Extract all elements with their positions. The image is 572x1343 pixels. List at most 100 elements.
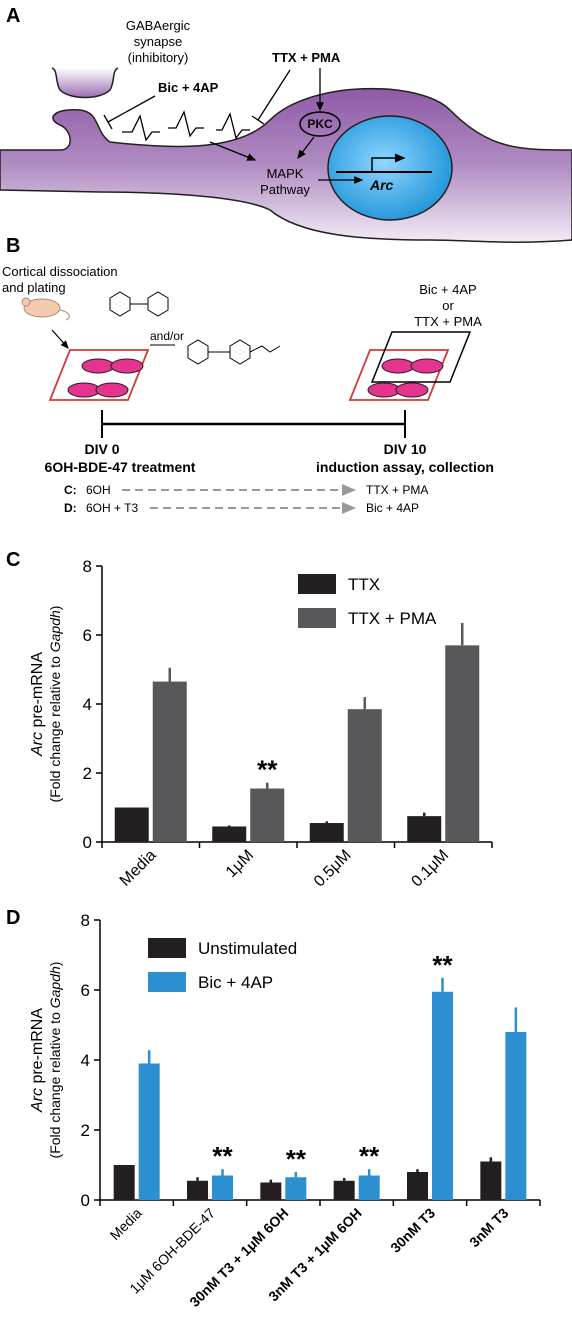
significance-marker: **	[359, 1141, 380, 1171]
panel-c-letter: C	[6, 549, 20, 571]
y-axis-label: Arc pre-mRNA	[29, 1008, 46, 1113]
presynaptic-terminal	[51, 67, 119, 99]
row-d-key: D:	[64, 501, 77, 515]
right-label-2: or	[442, 298, 454, 313]
spike-icon-1	[122, 114, 160, 142]
div0-sub-label: 6OH-BDE-47 treatment	[45, 459, 196, 475]
chart-panel-d: 0 2 4 6 8 Arc pre-mRNA (Fold change relative t…	[29, 911, 541, 1310]
x-category-label: 1μM	[223, 847, 257, 881]
significance-marker: **	[432, 950, 453, 980]
dish-tray-right	[348, 331, 472, 401]
row-d-left: 6OH + T3	[86, 501, 138, 515]
bic-4ap-label: Bic + 4AP	[158, 80, 219, 95]
spike-icon-3	[216, 112, 250, 140]
right-label-3: TTX + PMA	[414, 314, 482, 329]
y-axis-sublabel: (Fold change relative to Gapdh)	[47, 606, 63, 803]
panel-a-letter: A	[6, 5, 20, 27]
bar-second-series	[505, 1032, 527, 1200]
bar-first-series	[407, 816, 442, 842]
row-c-right: TTX + PMA	[366, 483, 428, 497]
bar-first-series	[407, 1172, 428, 1200]
bar-first-series	[114, 807, 149, 842]
inhibit-line-ttx	[257, 69, 291, 121]
t3-molecule-icon	[187, 339, 281, 365]
mapk-label-2: Pathway	[260, 182, 310, 197]
synapse-label-3: (inhibitory)	[128, 50, 189, 65]
bde-molecule-icon	[109, 291, 169, 317]
y-label-italic: Arc	[29, 1088, 46, 1113]
legend-swatch	[298, 574, 336, 594]
inhibit-line-bic	[107, 95, 156, 123]
bar-first-series	[480, 1161, 502, 1200]
y-tick-label: 2	[83, 764, 92, 783]
panel-d-letter: D	[6, 907, 20, 929]
x-category-label: 30nM T3	[387, 1205, 438, 1256]
mapk-label-1: MAPK	[267, 166, 304, 181]
y-tick-label: 0	[81, 1191, 90, 1210]
y-tick-label: 2	[81, 1121, 90, 1140]
y-tick-label: 4	[81, 1051, 90, 1070]
bar-second-series	[347, 709, 382, 842]
y-sublabel-italic: Gapdh	[47, 966, 63, 1008]
legend-label: Bic + 4AP	[198, 973, 273, 992]
y-label-italic: Arc	[29, 732, 46, 757]
panel-a: A GABAergic synapse (inhibitory) Bic + 4…	[0, 5, 572, 243]
significance-marker: **	[212, 1141, 233, 1171]
synapse-label-2: synapse	[134, 34, 182, 49]
arc-gene-label: Arc	[369, 177, 394, 193]
legend-swatch	[148, 972, 186, 992]
y-label-text: pre-mRNA	[29, 652, 46, 732]
x-category-label: 3nM T3	[466, 1205, 512, 1251]
y-sublabel-post: )	[47, 606, 63, 611]
y-tick-label: 8	[81, 911, 90, 930]
row-c-left: 6OH	[86, 483, 111, 497]
bar-second-series	[250, 788, 285, 842]
tss-arrow-icon	[371, 153, 406, 172]
bar-second-series	[212, 1175, 233, 1200]
y-sublabel-pre: (Fold change relative to	[47, 652, 63, 802]
y-label-text: pre-mRNA	[29, 1008, 46, 1088]
bar-first-series	[113, 1165, 135, 1200]
x-category-label: 0.5μM	[311, 847, 355, 891]
bar-first-series	[333, 1180, 355, 1200]
andor-label: and/or	[150, 329, 184, 343]
y-sublabel-italic: Gapdh	[47, 610, 63, 652]
y-tick-label: 6	[81, 981, 90, 1000]
row-d-right: Bic + 4AP	[366, 501, 419, 515]
nucleus	[327, 115, 453, 221]
bar-second-series	[152, 681, 187, 842]
div10-sub-label: induction assay, collection	[316, 459, 494, 475]
y-axis-label: Arc pre-mRNA	[29, 652, 46, 757]
legend-label: TTX + PMA	[348, 609, 437, 628]
dissociation-label-1: Cortical dissociation	[2, 264, 118, 279]
significance-marker: **	[257, 755, 278, 785]
pkc-label: PKC	[307, 117, 333, 131]
dish-tray-left	[48, 349, 150, 401]
y-axis-sublabel: (Fold change relative to Gapdh)	[47, 962, 63, 1159]
pkc-oval	[299, 111, 341, 137]
y-tick-label: 8	[83, 557, 92, 576]
div10-label: DIV 10	[384, 441, 427, 457]
chart-panel-c: 0 2 4 6 8 Arc pre-mRNA (Fold change relative t…	[29, 557, 493, 891]
x-category-label: 0.1μM	[408, 847, 452, 891]
bar-second-series	[445, 645, 480, 842]
spike-icon-2	[168, 110, 204, 138]
y-sublabel-pre: (Fold change relative to	[47, 1008, 63, 1158]
legend-swatch	[298, 608, 336, 628]
row-c-key: C:	[64, 483, 77, 497]
bar-second-series	[358, 1175, 380, 1200]
legend-label: TTX	[348, 575, 380, 594]
right-label-1: Bic + 4AP	[419, 282, 476, 297]
bar-first-series	[187, 1180, 208, 1200]
synapse-label-1: GABAergic	[126, 18, 191, 33]
bar-first-series	[212, 826, 247, 842]
rat-icon	[21, 297, 70, 321]
y-tick-label: 4	[83, 695, 92, 714]
bar-second-series	[138, 1063, 160, 1200]
ttx-pma-label: TTX + PMA	[272, 50, 341, 65]
panel-b: B Cortical dissociation and plating	[2, 235, 494, 515]
bar-second-series	[285, 1177, 307, 1200]
legend-swatch	[148, 938, 186, 958]
legend-label: Unstimulated	[198, 939, 297, 958]
